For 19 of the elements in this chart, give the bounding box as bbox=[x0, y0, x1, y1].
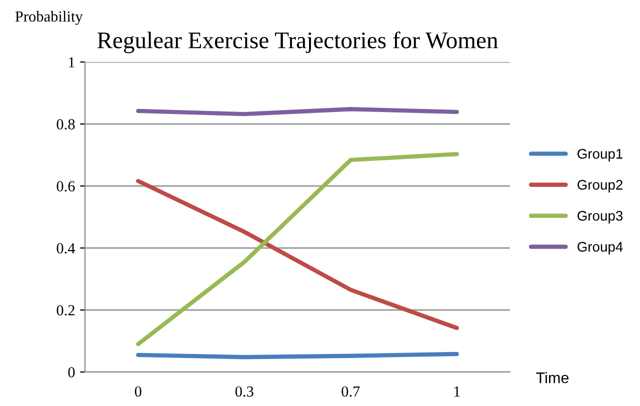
y-tick-label: 1 bbox=[68, 57, 74, 68]
x-axis-title: Time bbox=[536, 372, 569, 384]
legend-label: Group4 bbox=[578, 242, 623, 254]
line-series bbox=[136, 178, 459, 330]
line-series bbox=[136, 152, 459, 346]
legend-label: Group2 bbox=[578, 180, 622, 192]
y-tick-label: 0.6 bbox=[56, 181, 75, 192]
y-tick-label: 0 bbox=[68, 367, 75, 378]
legend-label: Group1 bbox=[578, 148, 622, 162]
x-tick-label: 1 bbox=[454, 386, 460, 396]
x-tick-label: 0.3 bbox=[235, 386, 254, 397]
y-tick-label: 0.2 bbox=[56, 305, 74, 316]
x-tick-label: 0 bbox=[134, 386, 142, 397]
x-tick-label: 0.7 bbox=[342, 386, 360, 397]
chart-title: Regulear Exercise Trajectories for Women bbox=[97, 31, 498, 54]
y-axis-title: Probability bbox=[15, 10, 83, 25]
y-tick-label: 0.8 bbox=[56, 119, 75, 130]
legend-label: Group3 bbox=[578, 210, 623, 224]
y-tick-label: 0.4 bbox=[56, 243, 76, 254]
